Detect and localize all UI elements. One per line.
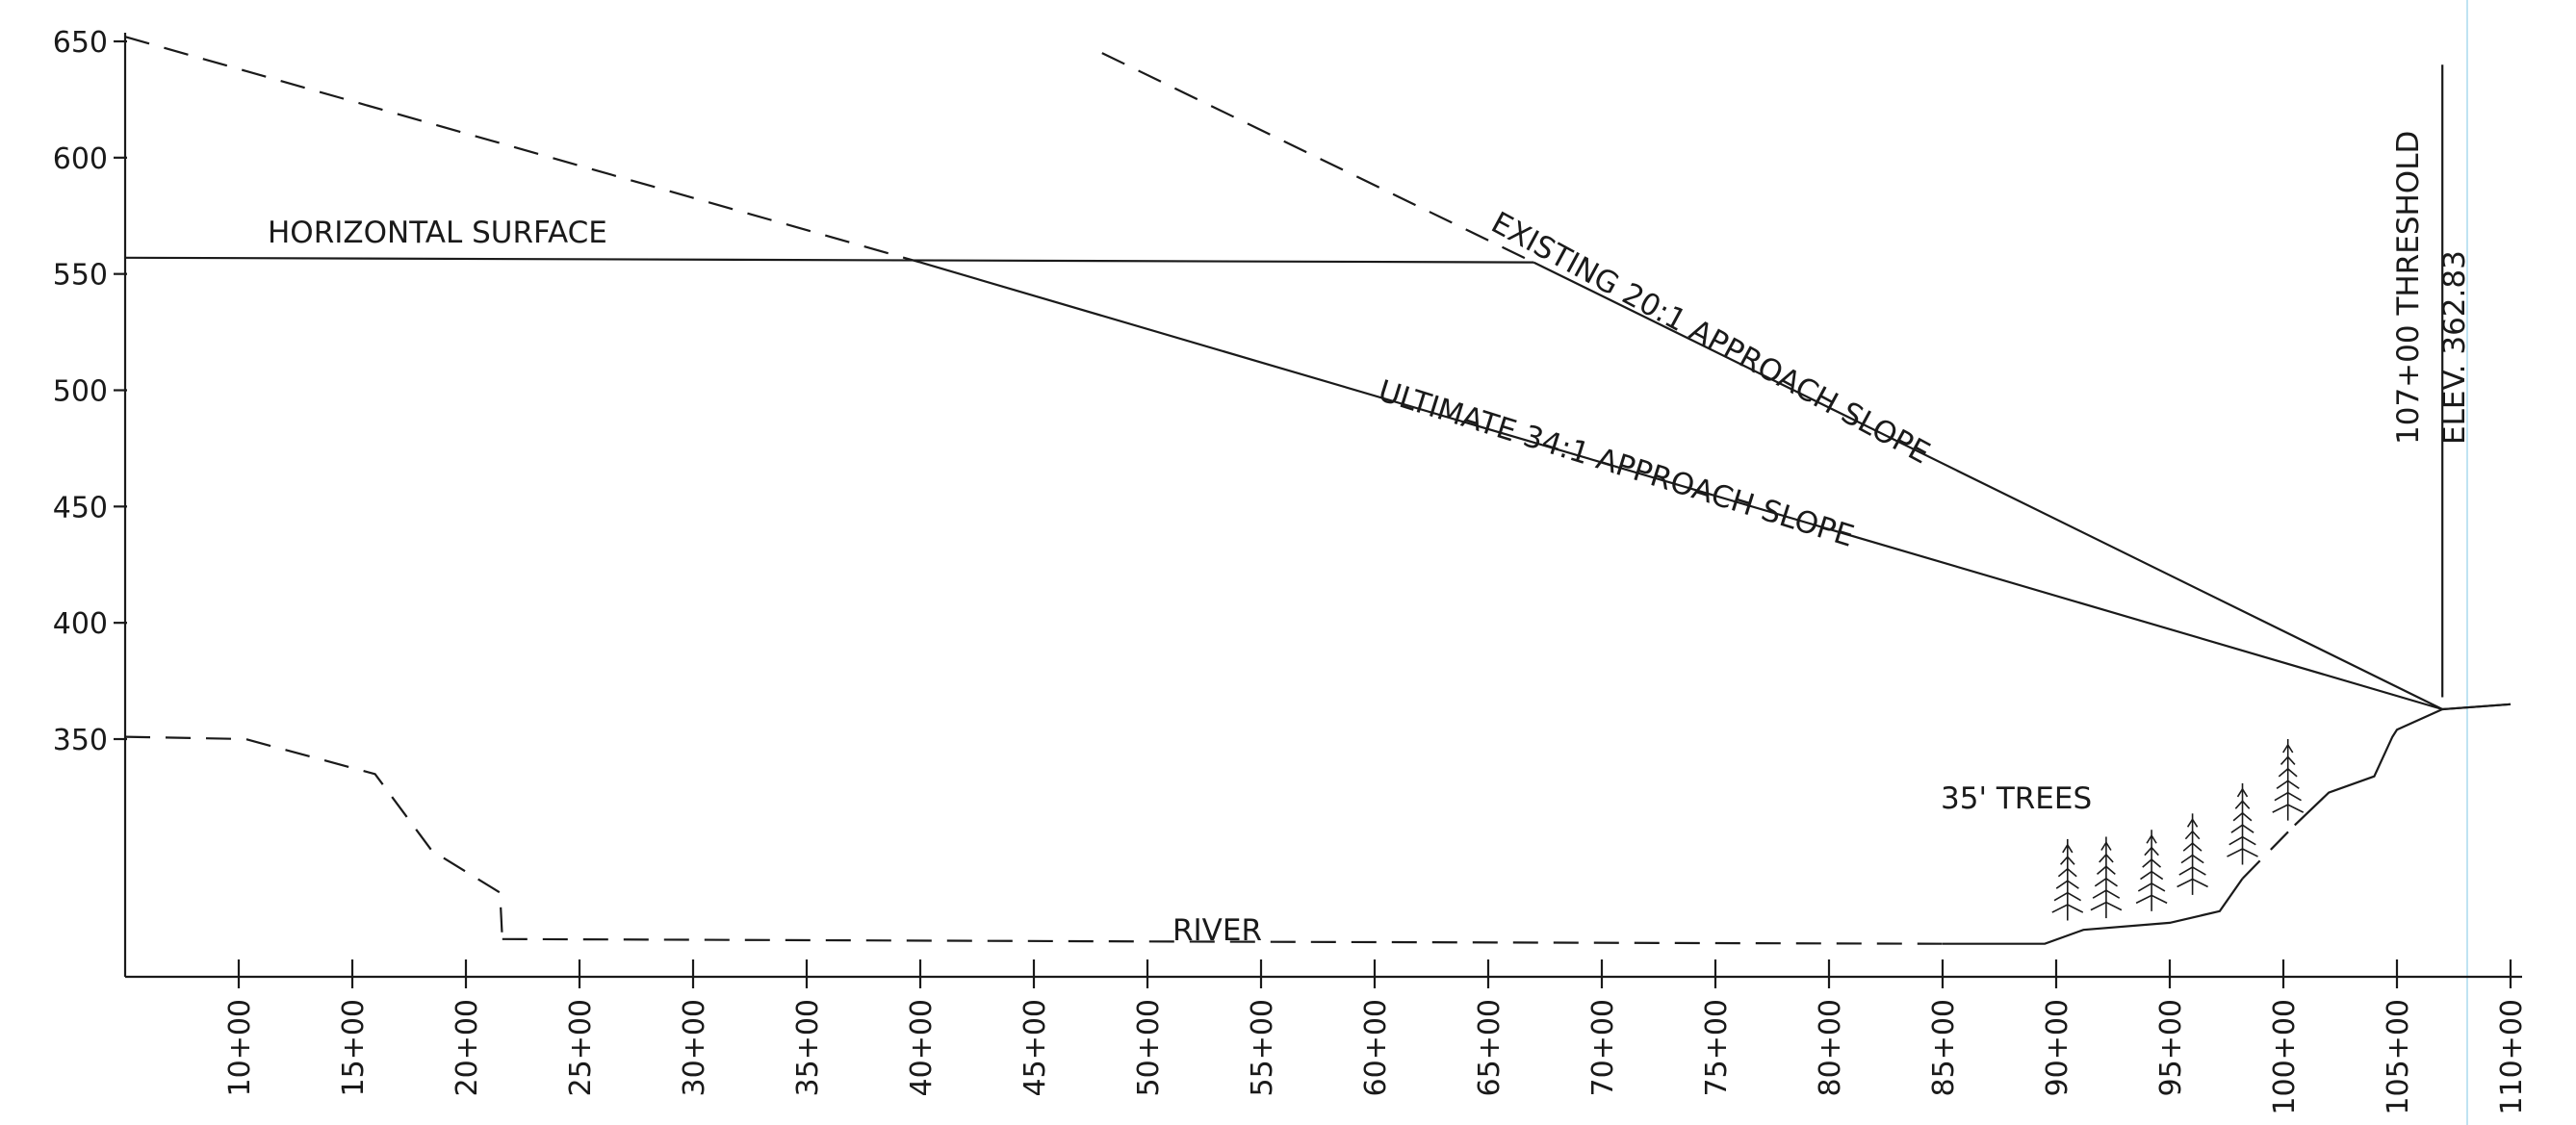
x-axis-ticks: 10+00 15+00 20+00 25+00 30+00 35+00 40+00 45+00… (223, 959, 2529, 1115)
x-tick-label: 25+00 (564, 999, 598, 1096)
x-tick-label: 30+00 (678, 999, 711, 1096)
x-tick-label: 20+00 (451, 999, 484, 1096)
tree-icon (2135, 830, 2168, 911)
x-tick-label: 10+00 (223, 999, 257, 1096)
threshold-elevation-label: ELEV. 362.83 (2437, 250, 2472, 445)
y-tick-label: 500 (53, 375, 108, 409)
threshold-station-label: 107+00 THRESHOLD (2391, 131, 2426, 445)
x-tick-label: 50+00 (1132, 999, 1166, 1096)
y-tick-label: 450 (53, 491, 108, 524)
trees-group (2051, 739, 2305, 921)
y-tick-label: 400 (53, 607, 108, 641)
x-tick-label: 70+00 (1586, 999, 1620, 1096)
y-tick-label: 350 (53, 724, 108, 757)
y-tick-label: 650 (53, 26, 108, 60)
profile-line-10 (2241, 824, 2296, 880)
x-tick-label: 75+00 (1700, 999, 1734, 1096)
ultimate-slope-label: ULTIMATE 34:1 APPROACH SLOPE (1375, 373, 1859, 554)
x-tick-label: 35+00 (791, 999, 825, 1096)
profile-line-8 (502, 937, 1944, 945)
profile-line-1 (124, 36, 921, 264)
tree-icon (2272, 739, 2305, 821)
x-tick-label: 15+00 (337, 999, 371, 1096)
x-tick-label: 55+00 (1246, 999, 1279, 1096)
profile-lines (124, 36, 2512, 945)
tree-icon (2177, 813, 2208, 895)
x-tick-label: 110+00 (2495, 999, 2529, 1115)
y-axis-ticks: 650 600 550 500 450 400 350 (53, 26, 127, 757)
y-tick-label: 550 (53, 259, 108, 293)
profile-line-7 (124, 735, 503, 939)
x-tick-label: 85+00 (1927, 999, 1961, 1096)
profile-line-9 (1943, 878, 2244, 945)
profile-line-0 (124, 256, 1534, 264)
x-tick-label: 45+00 (1018, 999, 1052, 1096)
horizontal-surface-label: HORIZONTAL SURFACE (268, 216, 607, 250)
x-tick-label: 60+00 (1359, 999, 1393, 1096)
profile-line-12 (2442, 703, 2512, 711)
y-tick-label: 600 (53, 142, 108, 176)
x-tick-label: 95+00 (2154, 999, 2188, 1096)
x-tick-label: 90+00 (2041, 999, 2074, 1096)
profile-line-3 (1101, 52, 1534, 264)
profile-line-4 (1533, 261, 2443, 710)
trees-label: 35' TREES (1941, 781, 2092, 816)
x-tick-label: 40+00 (905, 999, 939, 1096)
river-label: RIVER (1172, 913, 1262, 948)
tree-icon (2090, 836, 2123, 919)
profile-line-11 (2294, 707, 2443, 827)
x-tick-label: 105+00 (2382, 999, 2415, 1115)
x-tick-label: 65+00 (1473, 999, 1507, 1096)
profile-line-2 (919, 261, 2443, 711)
tree-icon (2051, 838, 2084, 921)
x-tick-label: 80+00 (1814, 999, 1847, 1096)
tree-icon (2227, 782, 2258, 865)
x-tick-label: 100+00 (2268, 999, 2302, 1115)
